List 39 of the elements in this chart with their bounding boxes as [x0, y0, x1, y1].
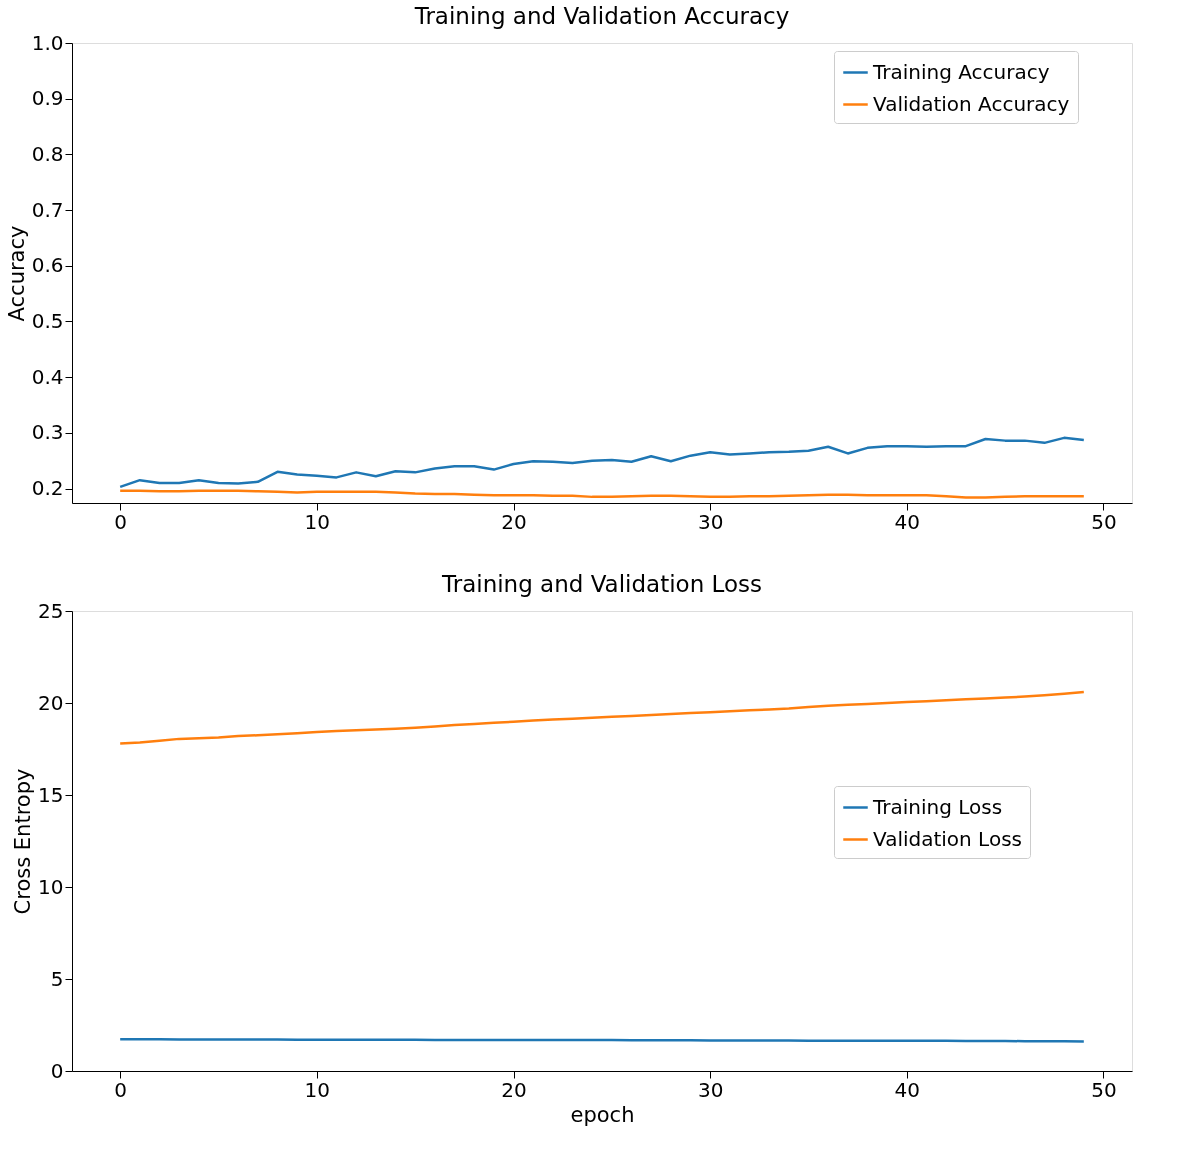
legend-label: Training Loss [872, 794, 1003, 819]
y-tick-label: 0.8 [31, 141, 64, 166]
x-tick-label: 40 [894, 1077, 921, 1102]
y-tick-label: 0.3 [31, 420, 64, 445]
x-tick-label: 20 [501, 509, 527, 534]
y-tick-label: 0.5 [31, 308, 64, 333]
y-tick-label: 0.2 [31, 476, 64, 501]
y-tick-label: 25 [38, 598, 64, 623]
y-tick-label: 0.4 [31, 364, 64, 389]
x-tick-label: 0 [114, 509, 128, 534]
x-tick-label: 10 [304, 1077, 331, 1102]
y-tick-label: 1.0 [31, 30, 64, 55]
y-tick-label: 5 [50, 966, 64, 991]
y-tick-label: 0.7 [31, 197, 64, 222]
y-tick-label: 0 [50, 1058, 64, 1083]
y-tick-label: 0.6 [31, 253, 64, 278]
legend-label: Training Accuracy [872, 59, 1050, 84]
y-axis-title: Accuracy [4, 225, 29, 322]
chart-title: Training and Validation Loss [441, 571, 762, 597]
line-series [118, 436, 1086, 489]
line-series [118, 489, 1086, 499]
legend-label: Validation Accuracy [873, 91, 1070, 116]
line-series [118, 690, 1086, 745]
x-tick-label: 30 [697, 509, 724, 534]
x-tick-label: 0 [114, 1077, 128, 1102]
y-tick-label: 10 [38, 874, 64, 899]
x-tick-label: 40 [894, 509, 921, 534]
x-axis-title: epoch [570, 1102, 635, 1127]
x-tick-label: 30 [697, 1077, 724, 1102]
x-tick-label: 50 [1091, 1077, 1117, 1102]
legend-label: Validation Loss [873, 826, 1022, 851]
y-tick-label: 20 [38, 690, 64, 715]
x-tick-label: 50 [1091, 509, 1117, 534]
x-tick-label: 10 [304, 509, 331, 534]
x-tick-label: 20 [501, 1077, 527, 1102]
chart-title: Training and Validation Accuracy [413, 3, 790, 29]
y-tick-label: 0.9 [31, 86, 64, 111]
y-axis-title: Cross Entropy [11, 768, 36, 915]
y-tick-label: 15 [38, 782, 64, 807]
